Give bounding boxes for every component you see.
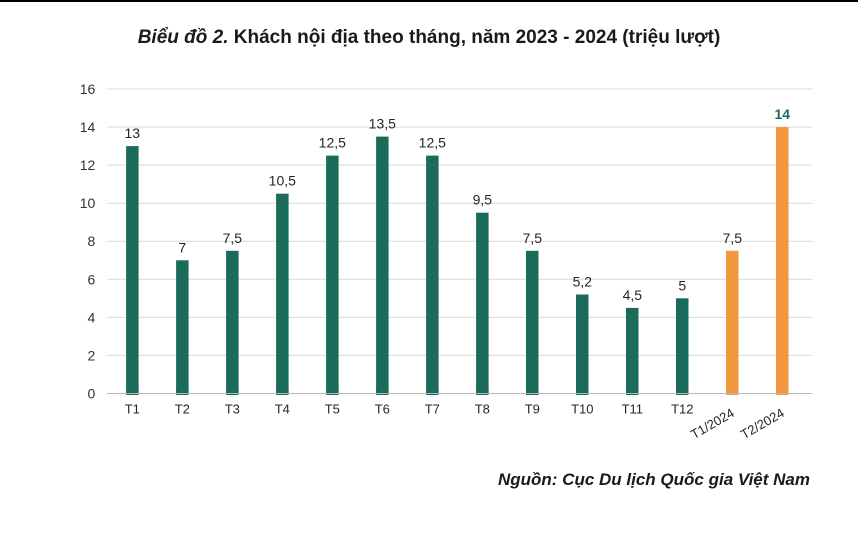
svg-text:8: 8 <box>88 233 96 249</box>
svg-text:14: 14 <box>775 106 791 122</box>
svg-text:T8: T8 <box>475 402 490 417</box>
svg-text:T1/2024: T1/2024 <box>688 405 737 442</box>
svg-text:5,2: 5,2 <box>573 274 593 290</box>
svg-text:T12: T12 <box>671 402 693 417</box>
svg-text:2: 2 <box>88 347 96 363</box>
svg-text:12: 12 <box>80 157 96 173</box>
svg-text:T10: T10 <box>571 402 593 417</box>
svg-text:16: 16 <box>80 81 96 97</box>
svg-text:T4: T4 <box>275 402 290 417</box>
svg-text:T6: T6 <box>375 402 390 417</box>
svg-text:7: 7 <box>178 239 186 255</box>
svg-text:13,5: 13,5 <box>369 116 396 132</box>
svg-text:T1: T1 <box>125 402 140 417</box>
svg-text:7,5: 7,5 <box>223 230 243 246</box>
svg-text:T2/2024: T2/2024 <box>738 405 787 442</box>
svg-text:T7: T7 <box>425 402 440 417</box>
svg-text:10,5: 10,5 <box>269 173 296 189</box>
svg-text:6: 6 <box>88 271 96 287</box>
svg-text:T3: T3 <box>225 402 240 417</box>
svg-text:T2: T2 <box>175 402 190 417</box>
svg-text:14: 14 <box>80 119 96 135</box>
svg-text:13: 13 <box>125 125 141 141</box>
svg-text:T9: T9 <box>525 402 540 417</box>
svg-text:T11: T11 <box>622 402 643 417</box>
svg-text:10: 10 <box>80 195 96 211</box>
svg-text:7,5: 7,5 <box>523 230 543 246</box>
svg-text:12,5: 12,5 <box>419 135 446 151</box>
svg-text:0: 0 <box>88 386 96 402</box>
svg-text:4: 4 <box>88 309 96 325</box>
svg-text:12,5: 12,5 <box>319 135 346 151</box>
svg-text:9,5: 9,5 <box>473 192 493 208</box>
svg-text:7,5: 7,5 <box>723 230 743 246</box>
svg-text:4,5: 4,5 <box>623 287 643 303</box>
svg-text:5: 5 <box>678 277 686 293</box>
svg-text:T5: T5 <box>325 402 340 417</box>
